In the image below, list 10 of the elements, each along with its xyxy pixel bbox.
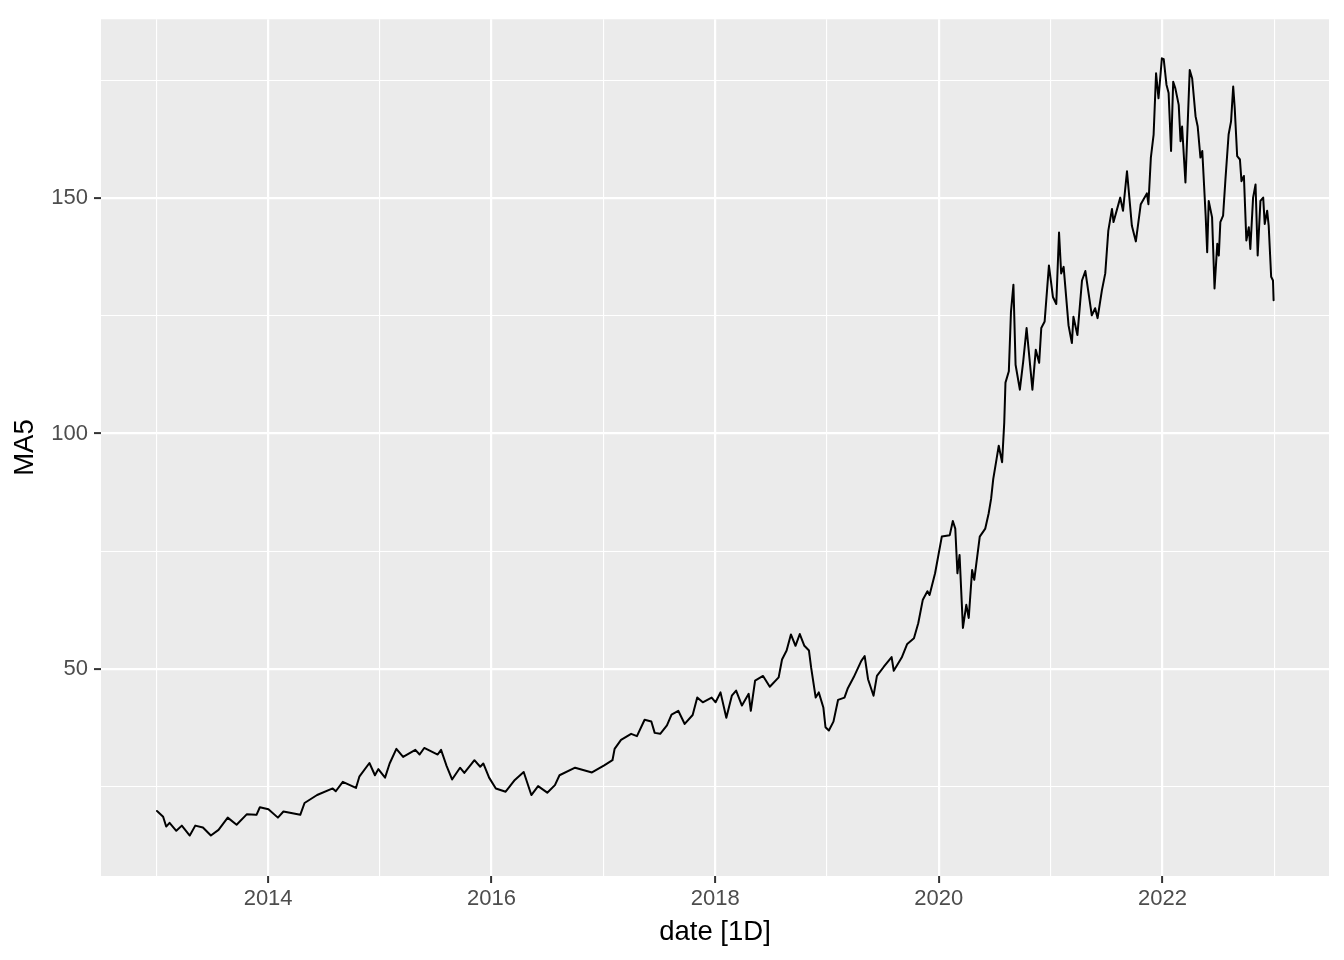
x-tick-label: 2016 [467,885,517,911]
x-tick-label: 2014 [243,885,293,911]
y-tick-label: 100 [51,419,88,445]
x-tick-label: 2020 [914,885,964,911]
x-axis-title: date [1D] [659,915,771,947]
x-tick-label: 2018 [690,885,740,911]
y-tick-label: 50 [63,654,88,680]
y-axis-title: MA5 [8,419,40,476]
x-tick-label: 2022 [1138,885,1187,911]
y-tick-label: 150 [51,184,88,210]
